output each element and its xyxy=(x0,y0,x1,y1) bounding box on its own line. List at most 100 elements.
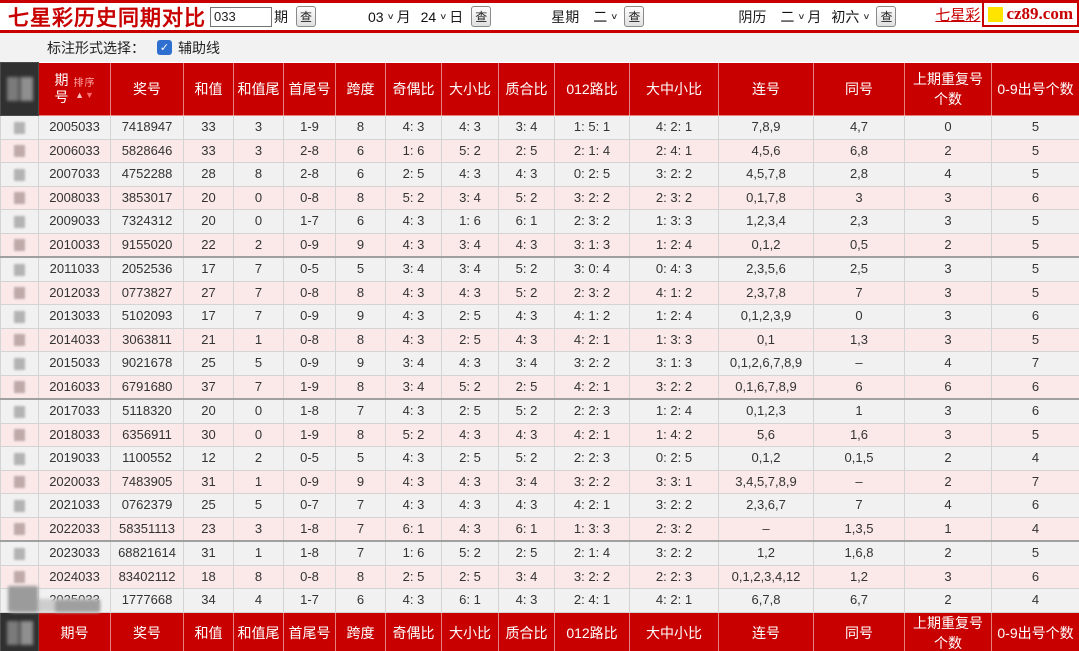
cell-consecutive: 5,6 xyxy=(718,422,814,447)
week-label: 星期 xyxy=(551,8,580,25)
lunar-day-select[interactable]: 初六 ∨ xyxy=(831,7,870,27)
cell-consecutive: 0,1,2,3,4,12 xyxy=(718,564,814,589)
footer-col-number: 奖号 xyxy=(110,611,184,651)
col-header-first-last: 首尾号 xyxy=(283,62,336,116)
cell-big-small: 2: 5 xyxy=(441,327,499,352)
redacted-cell xyxy=(0,351,39,376)
logo-square-icon xyxy=(988,6,1004,22)
cell-sum: 12 xyxy=(183,446,234,471)
table-row: 2005033 7418947 33 3 1-9 8 4: 3 4: 3 3: 4 1: 5: 1… xyxy=(0,115,1079,140)
cell-big-mid-small: 3: 3: 1 xyxy=(629,469,719,494)
redacted-block xyxy=(14,476,25,489)
footer-col-prime-composite: 质合比 xyxy=(498,611,555,651)
cell-012-ratio: 3: 2: 2 xyxy=(554,469,630,494)
cell-big-mid-small: 2: 3: 2 xyxy=(629,516,719,542)
footer-col-sum-tail: 和值尾 xyxy=(233,611,284,651)
date-search-button[interactable]: 查 xyxy=(471,6,492,27)
cell-first-last: 0-9 xyxy=(283,304,336,329)
cell-digit-count: 5 xyxy=(991,256,1079,282)
cell-span: 8 xyxy=(335,115,386,140)
site-logo[interactable]: cz89.com xyxy=(982,1,1079,27)
lunar-label: 阴历 xyxy=(738,8,767,25)
cell-consecutive: 0,1,2 xyxy=(718,446,814,471)
cell-big-mid-small: 3: 2: 2 xyxy=(629,374,719,400)
cell-sum: 23 xyxy=(183,516,234,542)
cell-big-small: 4: 3 xyxy=(441,422,499,447)
cell-prime-composite: 2: 5 xyxy=(498,138,555,163)
cell-sum-tail: 8 xyxy=(233,162,284,187)
cell-odd-even: 1: 6 xyxy=(385,138,442,163)
week-select[interactable]: 二 ∨ xyxy=(593,7,618,27)
cell-digit-count: 6 xyxy=(991,304,1079,329)
redacted-cell xyxy=(0,540,39,566)
cell-consecutive: 0,1,2,3,9 xyxy=(718,304,814,329)
cell-repeat-prev: 2 xyxy=(904,588,992,613)
day-value: 24 xyxy=(420,8,437,25)
cell-issue: 2023033 xyxy=(38,540,111,566)
footer-col-big-small: 大小比 xyxy=(441,611,499,651)
cell-consecutive: 2,3,5,6 xyxy=(718,256,814,282)
redacted-block xyxy=(14,310,25,323)
footer-col-big-mid-small: 大中小比 xyxy=(629,611,719,651)
issue-input[interactable] xyxy=(210,6,272,27)
cell-number: 2052536 xyxy=(110,256,184,282)
col-header-prime-composite: 质合比 xyxy=(498,62,555,116)
issue-search-button[interactable]: 查 xyxy=(296,6,316,27)
aux-line-checkbox[interactable]: ✓ xyxy=(157,40,172,55)
cell-big-mid-small: 2: 4: 1 xyxy=(629,138,719,163)
cell-odd-even: 2: 5 xyxy=(385,162,442,187)
cell-sum: 18 xyxy=(183,564,234,589)
week-search-button[interactable]: 查 xyxy=(624,6,645,27)
cell-consecutive: 6,7,8 xyxy=(718,588,814,613)
cell-repeat-prev: 1 xyxy=(904,516,992,542)
cell-repeat-prev: 3 xyxy=(904,398,992,424)
cell-repeat-prev: 6 xyxy=(904,374,992,400)
cell-sum-tail: 1 xyxy=(233,469,284,494)
cell-odd-even: 3: 4 xyxy=(385,256,442,282)
cell-consecutive: 2,3,7,8 xyxy=(718,280,814,305)
cell-sum: 34 xyxy=(183,588,234,613)
cell-consecutive: 7,8,9 xyxy=(718,115,814,140)
cell-first-last: 1-9 xyxy=(283,115,336,140)
cell-odd-even: 4: 3 xyxy=(385,327,442,352)
cell-sum-tail: 2 xyxy=(233,232,284,258)
cell-number: 7324312 xyxy=(110,209,184,234)
cell-repeat-prev: 3 xyxy=(904,422,992,447)
cell-span: 7 xyxy=(335,540,386,566)
lunar-month-select[interactable]: 二 ∨ xyxy=(780,7,805,27)
cell-big-mid-small: 1: 3: 3 xyxy=(629,327,719,352)
month-select[interactable]: 03 ∨ xyxy=(368,9,395,25)
sort-control[interactable]: 排序 ▲▼ xyxy=(73,77,96,100)
sort-asc-icon[interactable]: ▲ xyxy=(75,89,84,100)
redacted-block xyxy=(14,239,25,252)
cell-sum-tail: 0 xyxy=(233,422,284,447)
cell-odd-even: 3: 4 xyxy=(385,351,442,376)
site-link[interactable]: 七星彩 xyxy=(935,6,981,24)
table-row: 2008033 3853017 20 0 0-8 8 5: 2 3: 4 5: 2 3: 2: 2… xyxy=(0,185,1079,210)
day-select[interactable]: 24 ∨ xyxy=(421,9,448,25)
redacted-block xyxy=(14,405,25,418)
cell-span: 5 xyxy=(335,446,386,471)
cell-number: 0773827 xyxy=(110,280,184,305)
redacted-block xyxy=(14,452,25,465)
cell-number: 3853017 xyxy=(110,185,184,210)
chevron-down-icon: ∨ xyxy=(610,12,619,22)
cell-012-ratio: 2: 3: 2 xyxy=(554,280,630,305)
cell-same-number: 6 xyxy=(813,374,905,400)
lunar-search-button[interactable]: 查 xyxy=(876,6,897,27)
cell-number: 6791680 xyxy=(110,374,184,400)
lunar-day-value: 初六 xyxy=(831,8,860,25)
cell-number: 7483905 xyxy=(110,469,184,494)
chevron-down-icon: ∨ xyxy=(797,12,806,22)
issue-unit-label: 期 xyxy=(274,8,288,25)
cell-sum-tail: 2 xyxy=(233,446,284,471)
cell-big-mid-small: 4: 1: 2 xyxy=(629,280,719,305)
cell-number: 4752288 xyxy=(110,162,184,187)
cell-sum-tail: 7 xyxy=(233,304,284,329)
sort-desc-icon[interactable]: ▼ xyxy=(85,89,94,100)
cell-first-last: 2-8 xyxy=(283,138,336,163)
cell-prime-composite: 2: 5 xyxy=(498,374,555,400)
cell-big-small: 3: 4 xyxy=(441,232,499,258)
cell-span: 7 xyxy=(335,398,386,424)
